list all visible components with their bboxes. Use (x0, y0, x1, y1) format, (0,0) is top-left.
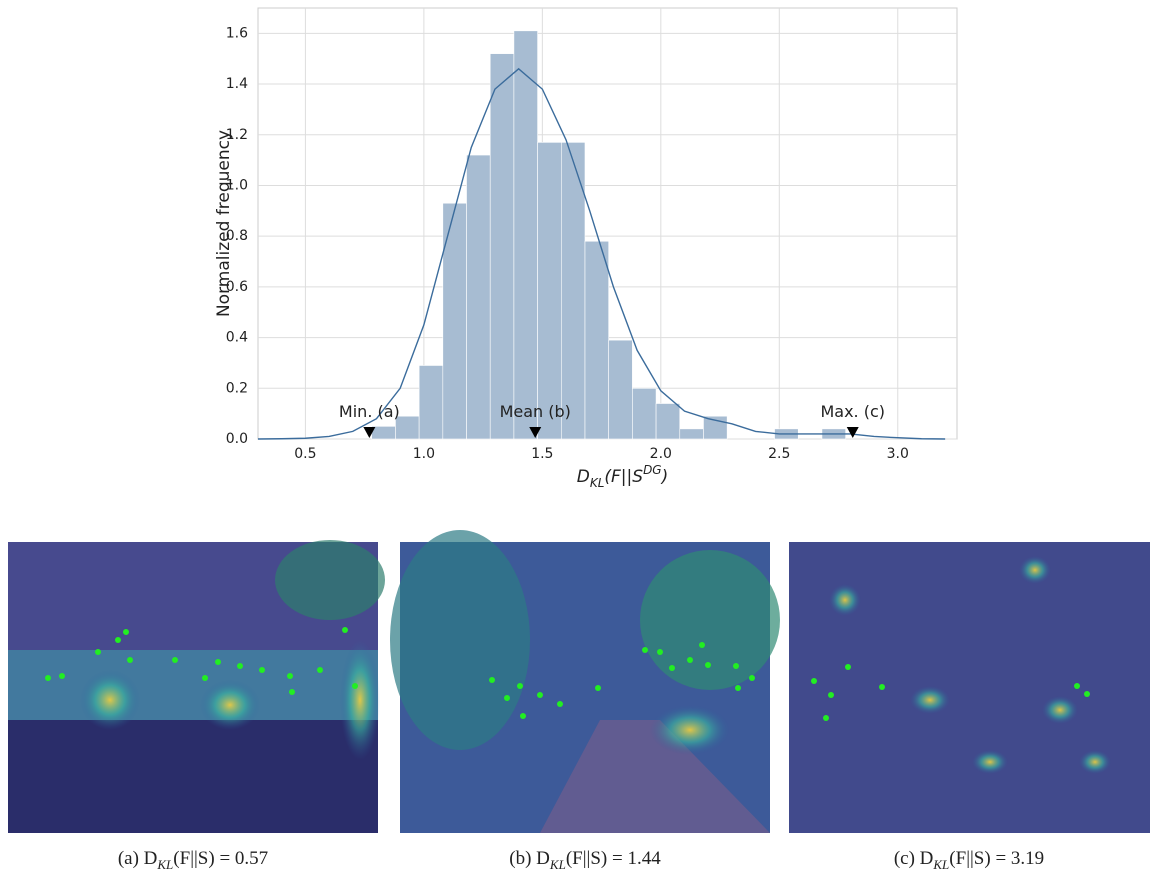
histogram-plot: 0.5 1.0 1.5 2.0 2.5 3.0 0.0 0.2 0.4 0.6 0.8 1.0 1.2 1… (214, 7, 958, 490)
caption-part: KL (549, 857, 566, 872)
annotation-marker (846, 427, 859, 438)
y-tick-label: 1.6 (226, 25, 248, 41)
annotation: Max. (c) (820, 402, 885, 421)
bar (632, 387, 657, 440)
y-tick-label: 0.4 (226, 330, 248, 346)
x-tick-label: 3.0 (887, 446, 909, 462)
image-blob (1079, 750, 1111, 774)
image-blob (340, 640, 380, 760)
bar (466, 154, 491, 440)
x-axis-label-part: ) (660, 467, 669, 487)
bar (655, 403, 681, 440)
fixations (489, 642, 755, 719)
panel-c (789, 542, 1150, 833)
y-tick-label: 0.2 (226, 380, 248, 396)
x-tick-label: 0.5 (294, 446, 316, 462)
y-tick-label: 0.8 (226, 228, 248, 244)
captions: (a) DKL(F||S) = 0.57 (b) DKL(F||S) = 1.44… (118, 848, 1044, 872)
image-blob (640, 550, 780, 690)
bar (679, 428, 704, 440)
image-blob (910, 686, 950, 714)
image-blob (275, 540, 385, 620)
image-blob (200, 680, 260, 730)
x-tick-label: 1.5 (531, 446, 553, 462)
y-tick-label: 0.0 (226, 431, 248, 447)
caption-part: (a) D (118, 848, 158, 869)
y-tick-label: 0.6 (226, 279, 248, 295)
x-axis-label-part: DG (643, 463, 662, 477)
caption: (c) DKL(F||S) = 3.19 (894, 848, 1044, 872)
x-tick-label: 1.0 (413, 446, 435, 462)
caption: (b) DKL(F||S) = 1.44 (509, 848, 661, 872)
x-tick-label: 2.0 (650, 446, 672, 462)
bar (489, 53, 515, 440)
y-tick-label: 1.4 (226, 76, 248, 92)
annotation-marker (363, 427, 376, 438)
x-tick-label: 2.5 (768, 446, 790, 462)
caption-part: (F||S) = 3.19 (949, 848, 1044, 869)
fixations (811, 664, 1090, 721)
caption-part: KL (932, 857, 949, 872)
x-axis-label: DKL(F||SDG) (577, 463, 669, 490)
caption-part: (b) D (509, 848, 550, 869)
image-blob (390, 530, 530, 750)
caption-part: (F||S) = 1.44 (566, 848, 661, 869)
y-tick-label: 1.0 (226, 177, 248, 193)
bar (371, 426, 396, 440)
y-tick-label: 1.2 (226, 127, 248, 143)
x-axis-label-part: (F||S (604, 467, 643, 487)
panel-b (390, 530, 780, 833)
image-blob (829, 584, 861, 616)
x-axis-label-part: KL (590, 476, 605, 490)
bar (537, 142, 562, 440)
image-blob (80, 670, 140, 730)
panel-a (8, 540, 385, 833)
image-ground (8, 720, 378, 833)
caption: (a) DKL(F||S) = 0.57 (118, 848, 268, 872)
fixations (45, 627, 358, 695)
annotation: Min. (a) (339, 402, 400, 421)
bar (513, 30, 538, 440)
y-axis-label: Normalized frequency (214, 130, 234, 317)
image-blob (650, 705, 730, 755)
bar (584, 240, 609, 440)
image-blob (972, 750, 1008, 774)
caption-part: KL (156, 857, 173, 872)
bar (418, 365, 444, 440)
x-axis-label-part: D (577, 467, 590, 487)
caption-part: (F||S) = 0.57 (173, 848, 268, 869)
bar (608, 339, 633, 440)
annotation-marker (529, 427, 542, 438)
image-band (8, 650, 378, 720)
image-blob (1019, 556, 1051, 584)
caption-part: (c) D (894, 848, 934, 869)
kde-line (257, 67, 946, 440)
image-blob (1042, 696, 1078, 724)
image-road (540, 720, 770, 833)
annotation: Mean (b) (500, 402, 571, 421)
